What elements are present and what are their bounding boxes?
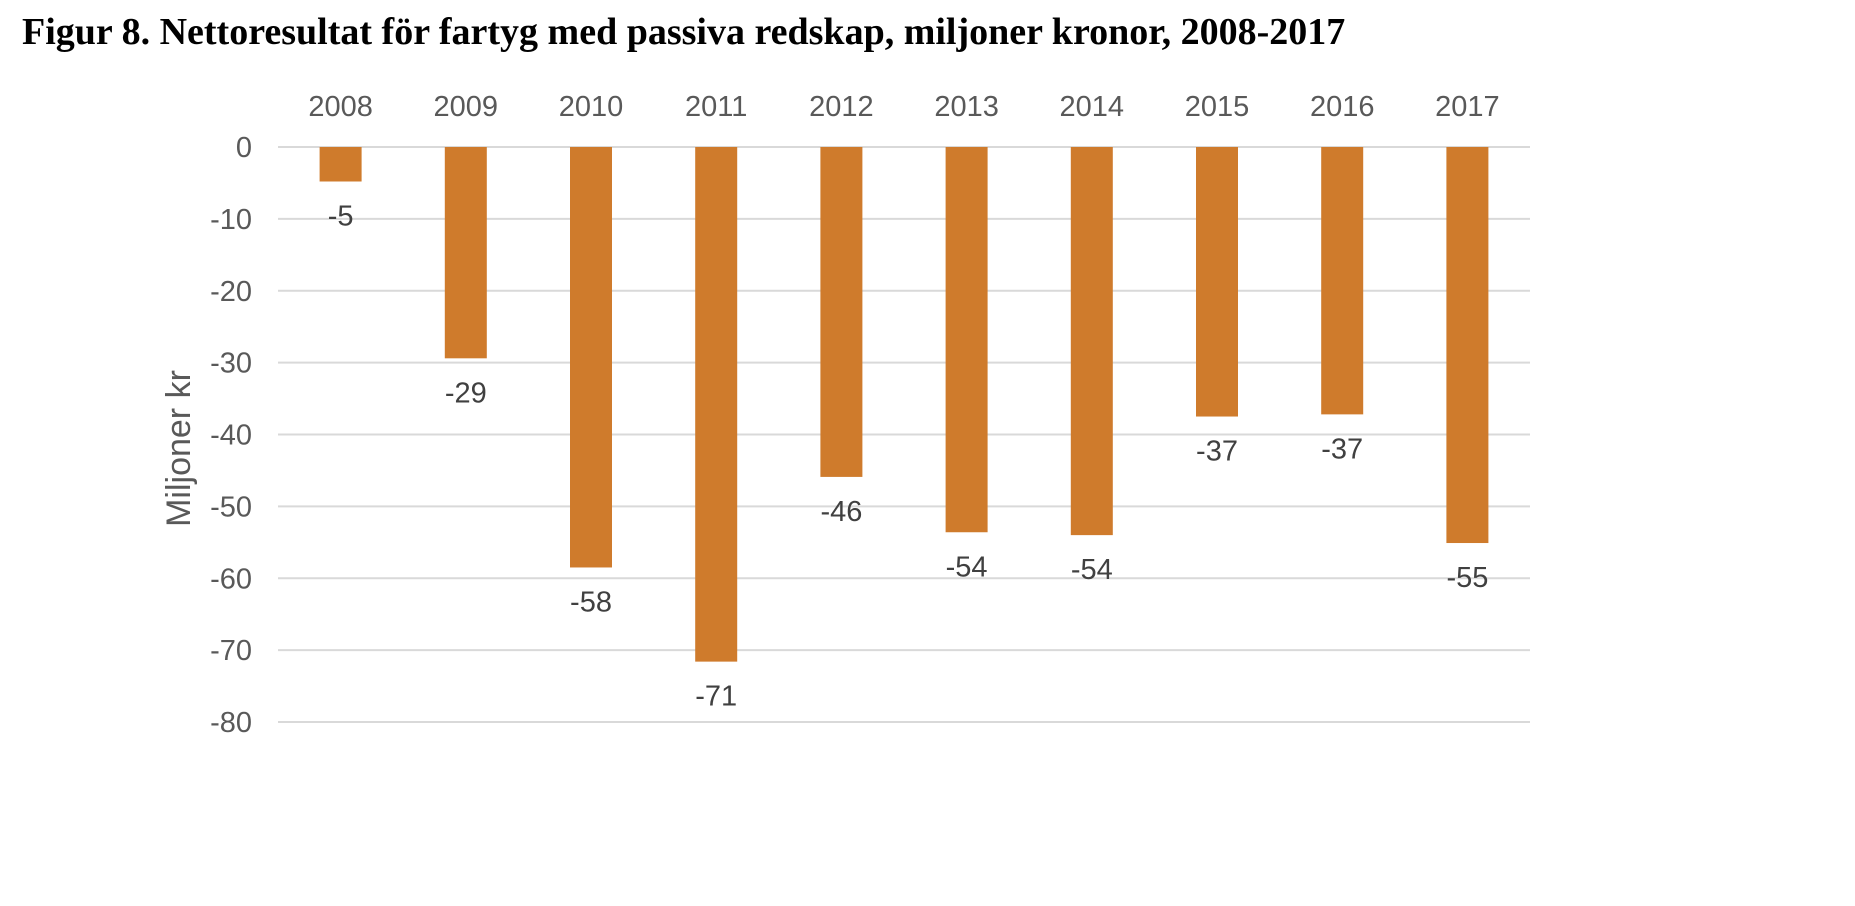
- y-tick-label: -40: [210, 420, 252, 452]
- chart-title: Figur 8. Nettoresultat för fartyg med pa…: [22, 11, 1346, 53]
- bar-2014: [1070, 147, 1113, 536]
- bar-2016: [1321, 147, 1364, 415]
- data-label-2009: -29: [445, 377, 487, 409]
- x-tick-label: 2012: [809, 91, 874, 123]
- x-tick-label: 2016: [1310, 91, 1375, 123]
- bars: [319, 147, 1489, 662]
- data-label-2015: -37: [1196, 436, 1238, 468]
- y-tick-label: -80: [210, 707, 252, 739]
- data-label-2014: -54: [1071, 554, 1113, 586]
- data-label-2017: -55: [1446, 562, 1488, 594]
- bar-2017: [1446, 147, 1489, 544]
- bar-2010: [570, 147, 612, 568]
- y-tick-label: -30: [210, 348, 252, 380]
- x-tick-label: 2008: [308, 91, 373, 123]
- data-label-2012: -46: [820, 496, 862, 528]
- bar-2015: [1196, 147, 1238, 417]
- data-labels: -5 -29 -58 -71 -46 -54 -54 -37 -37 -55: [328, 201, 1489, 713]
- y-tick-label: -20: [210, 276, 252, 308]
- data-label-2008: -5: [328, 201, 354, 233]
- bar-2009: [444, 147, 487, 359]
- y-tick-label: -70: [210, 635, 252, 667]
- x-axis-ticks: 2008 2009 2010 2011 2012 2013 2014 2015 2016 2017: [308, 91, 1499, 123]
- x-tick-label: 2009: [434, 91, 499, 123]
- x-tick-label: 2014: [1060, 91, 1125, 123]
- y-tick-label: -50: [210, 491, 252, 523]
- data-label-2010: -58: [570, 586, 612, 618]
- y-tick-label: -60: [210, 563, 252, 595]
- bar-2012: [820, 147, 863, 477]
- x-tick-label: 2010: [559, 91, 624, 123]
- data-label-2011: -71: [695, 681, 737, 713]
- data-label-2016: -37: [1321, 433, 1363, 465]
- y-axis-label: Miljoner kr: [160, 370, 198, 527]
- bar-2008: [319, 147, 362, 182]
- bar-2013: [945, 147, 988, 533]
- data-label-2013: -54: [946, 551, 988, 583]
- y-tick-label: 0: [236, 132, 252, 164]
- y-axis-ticks: 0 -10 -20 -30 -40 -50 -60 -70 -80: [210, 132, 252, 739]
- bar-2011: [695, 147, 738, 662]
- y-tick-label: -10: [210, 204, 252, 236]
- x-tick-label: 2013: [934, 91, 999, 123]
- x-tick-label: 2011: [685, 91, 747, 123]
- x-tick-label: 2015: [1185, 91, 1250, 123]
- x-tick-label: 2017: [1435, 91, 1500, 123]
